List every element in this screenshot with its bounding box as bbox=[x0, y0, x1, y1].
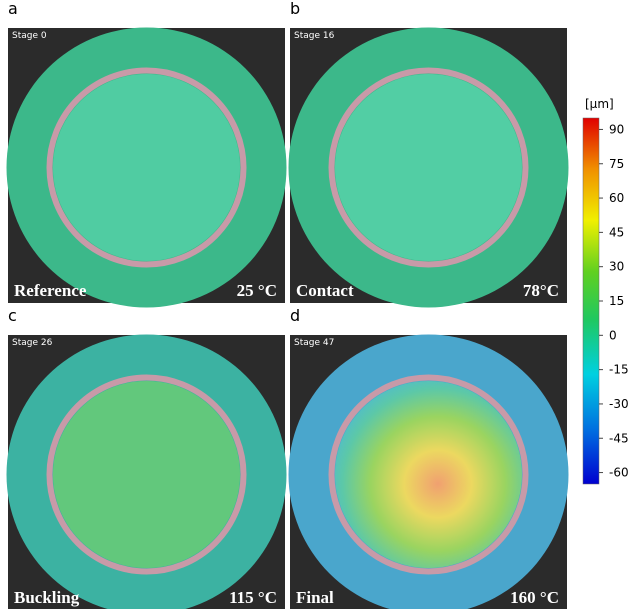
stage-label: Stage 16 bbox=[294, 31, 335, 41]
colorbar-tick-label: 30 bbox=[609, 260, 624, 274]
panel-name: Final bbox=[296, 588, 334, 607]
stage-label: Stage 26 bbox=[12, 338, 53, 348]
stage-label: Stage 0 bbox=[12, 31, 47, 41]
colorbar-tick-label: 15 bbox=[609, 294, 624, 308]
colorbar-tick-label: 90 bbox=[609, 122, 624, 136]
specimen-ring bbox=[328, 374, 529, 575]
colorbar-tick-label: 0 bbox=[609, 328, 617, 342]
specimen-inner bbox=[53, 74, 240, 261]
colorbar-tick-label: 60 bbox=[609, 191, 624, 205]
panel-letter: c bbox=[8, 306, 17, 325]
specimen-inner bbox=[53, 381, 240, 568]
specimen-inner bbox=[335, 381, 522, 568]
temperature: 160 °C bbox=[510, 588, 559, 607]
temperature: 78°C bbox=[523, 281, 559, 300]
colorbar-tick-label: -30 bbox=[609, 397, 629, 411]
panel-letter: a bbox=[8, 0, 18, 18]
stage-label: Stage 47 bbox=[294, 338, 334, 348]
colorbar-tick-label: -15 bbox=[609, 363, 629, 377]
specimen-inner bbox=[335, 74, 522, 261]
colorbar-tick-label: 75 bbox=[609, 157, 624, 171]
temperature: 25 °C bbox=[237, 281, 277, 300]
panel-letter: d bbox=[290, 306, 300, 325]
specimen-ring bbox=[46, 67, 247, 268]
panel-letter: b bbox=[290, 0, 300, 18]
colorbar-tick-label: -45 bbox=[609, 431, 629, 445]
colorbar-tick-label: 45 bbox=[609, 225, 624, 239]
temperature: 115 °C bbox=[229, 588, 277, 607]
specimen-ring bbox=[328, 67, 529, 268]
colorbar bbox=[582, 117, 600, 485]
colorbar-tick-label: -60 bbox=[609, 466, 629, 480]
panel-name: Buckling bbox=[14, 588, 80, 607]
specimen-ring bbox=[46, 374, 247, 575]
panel-name: Reference bbox=[14, 281, 87, 300]
panel-name: Contact bbox=[296, 281, 354, 300]
colorbar-unit: [µm] bbox=[585, 97, 614, 111]
